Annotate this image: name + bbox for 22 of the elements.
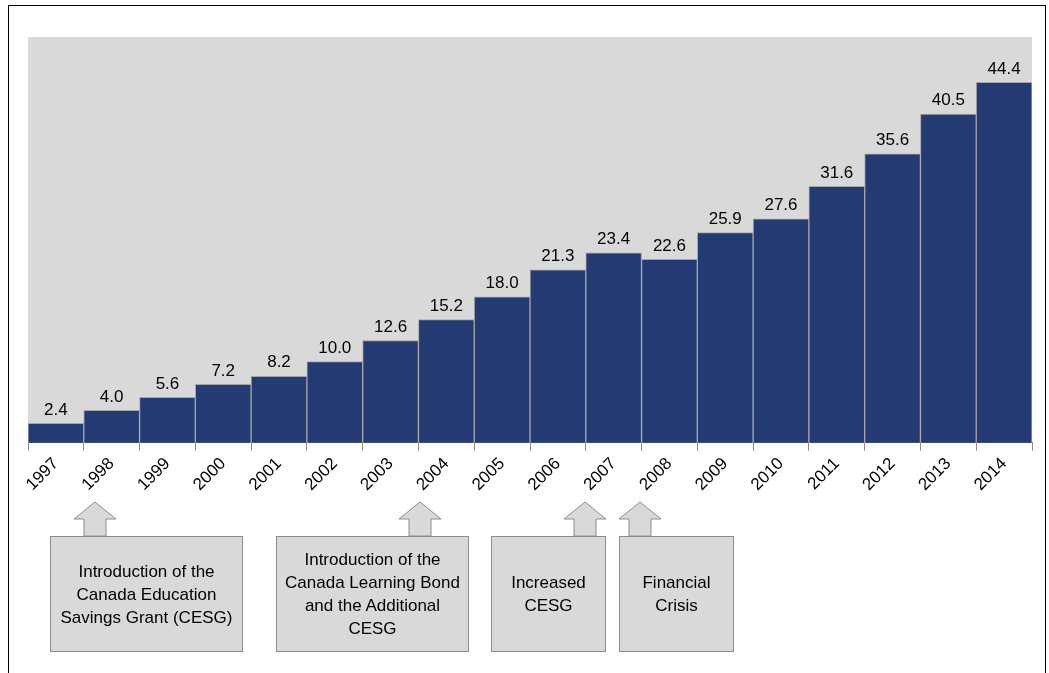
- text: Increased CESG: [491, 536, 606, 652]
- text: Introduction of the Canada Learning Bond and the Additional CESG: [276, 536, 469, 652]
- data-label: 18.0: [485, 272, 519, 292]
- data-label: 22.6: [652, 235, 686, 255]
- data-label: 27.6: [764, 195, 798, 214]
- data-label: 21.3: [541, 246, 575, 266]
- data-label: 44.4: [987, 58, 1021, 78]
- data-label: 8.2: [267, 352, 291, 372]
- data-label: 12.6: [374, 316, 408, 336]
- data-label: 35.6: [876, 130, 910, 150]
- text: Financial Crisis: [619, 536, 734, 652]
- data-label: 23.4: [597, 229, 631, 249]
- data-label: 4.0: [99, 386, 124, 406]
- data-label: 25.9: [708, 208, 742, 228]
- data-label: 31.6: [820, 162, 854, 182]
- data-label: 7.2: [211, 360, 236, 380]
- data-label: 40.5: [931, 90, 965, 110]
- data-label: 5.6: [155, 373, 180, 393]
- data-label: 10.0: [318, 337, 352, 357]
- text: Introduction of the Canada Education Savings Grant (CESG): [50, 536, 243, 652]
- data-label: 2.4: [44, 399, 68, 419]
- data-label: 15.2: [429, 295, 463, 315]
